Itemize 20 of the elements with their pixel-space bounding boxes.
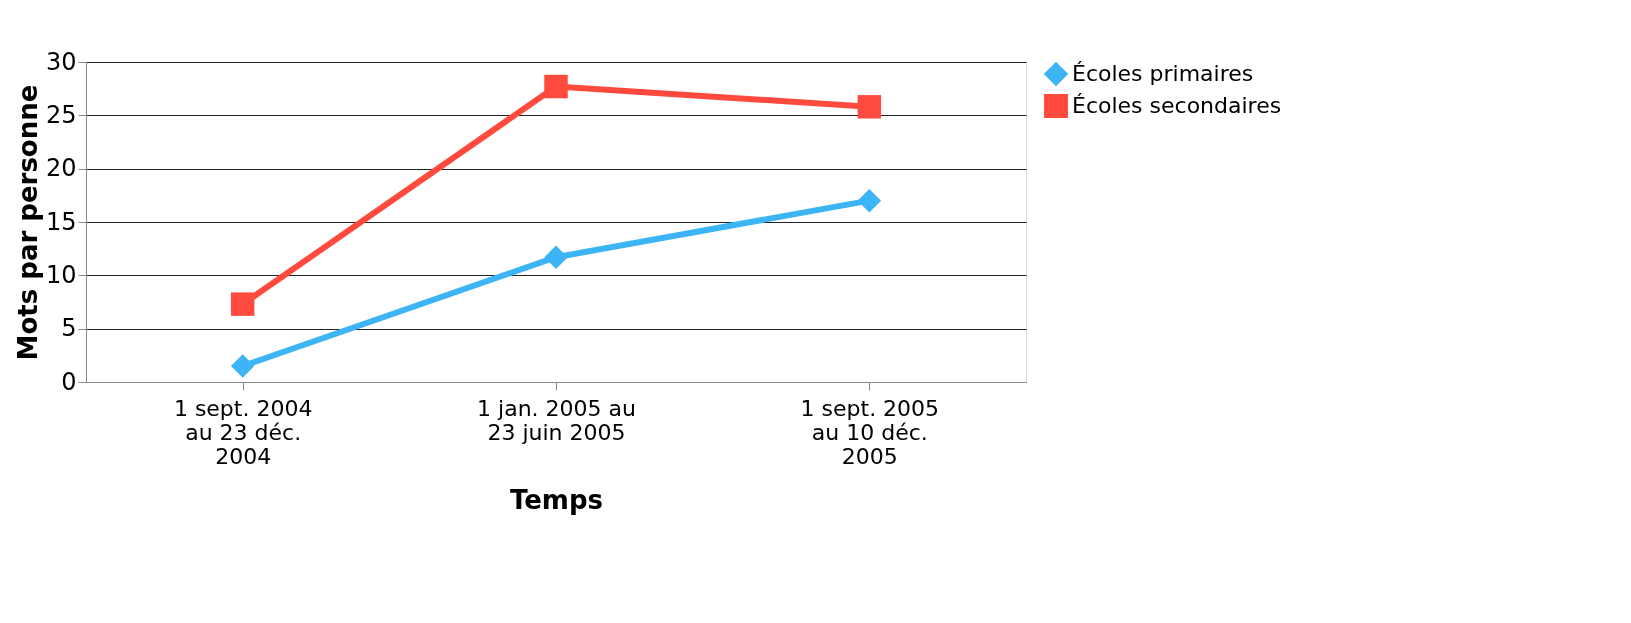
y-tick-label: 25 [45,100,77,129]
x-tick-label: 1 jan. 2005 au 23 juin 2005 [477,395,636,445]
y-tick-label: 0 [61,367,77,396]
point [230,354,255,378]
x-tick-label: 1 sept. 2005 au 10 déc. 2005 [800,395,940,469]
y-tick-label: 30 [45,47,77,76]
y-tick-label: 20 [45,154,77,183]
legend-label: Écoles secondaires [1072,93,1282,118]
y-tick-label: 15 [45,207,77,236]
y-tick-label: 10 [45,260,77,289]
point [857,188,882,213]
point [544,245,568,269]
point [230,292,255,316]
point [857,95,882,119]
legend-label: Écoles primaires [1072,61,1254,86]
x-axis-title: Temps [509,484,604,515]
point [544,74,568,99]
y-axis-title: Mots par personne [12,84,43,361]
y-tick-label: 5 [61,314,77,343]
x-tick-label: 1 sept. 2004 au 23 déc. 2004 [173,395,313,469]
